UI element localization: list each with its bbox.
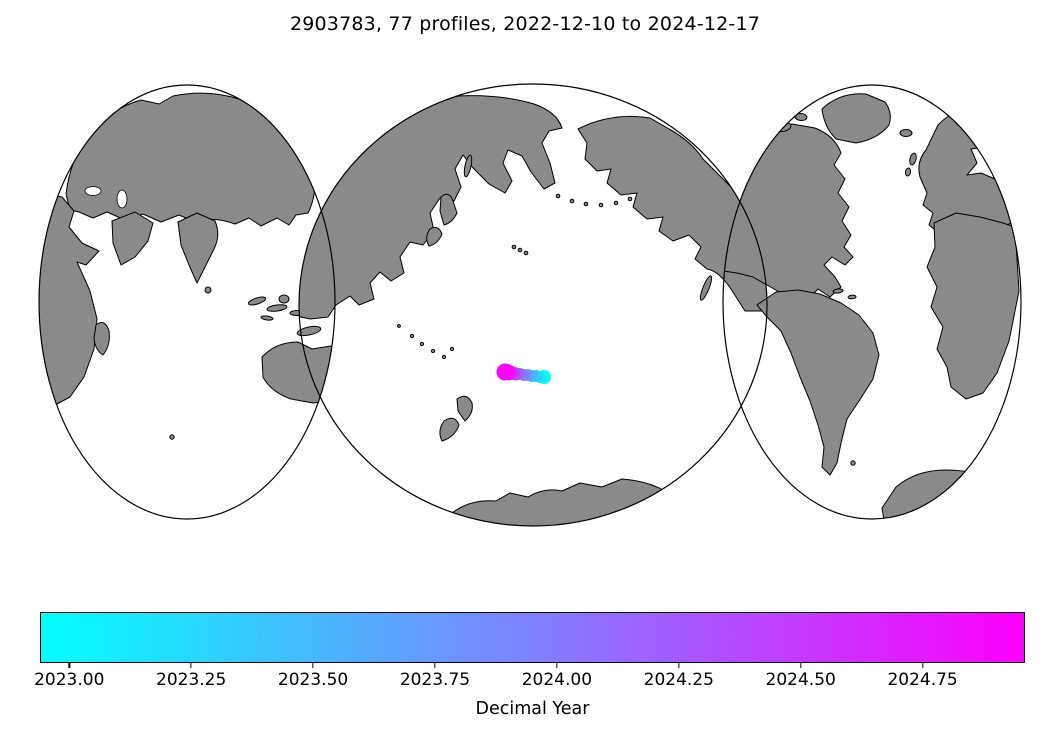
island-java [266,304,288,312]
island-hawaii [523,250,529,256]
colorbar-tick-label: 2024.75 [887,670,958,690]
landmass-india [177,212,219,284]
colorbar-tick-label: 2024.00 [521,670,593,690]
island-iceland [899,129,913,137]
island-ireland [904,167,912,177]
colorbar-tick [921,663,924,668]
colorbar-tick [556,663,558,668]
island-japan-south [426,226,443,247]
lake-caspian [116,189,128,209]
island-hawaii [517,247,523,253]
island-japan-north [439,193,458,226]
island-madagascar [93,322,110,356]
colorbar-tick-label: 2023.25 [156,670,227,690]
colorbar-tick-label: 2023.50 [277,670,349,690]
figure-title: 2903783, 77 profiles, 2022-12-10 to 2024… [289,13,761,35]
island-indonesia-small [260,315,274,321]
islands-hawaii [511,244,529,256]
islands-south-pacific [397,324,455,360]
island-aleutian [627,196,633,202]
landmass-south-america [756,289,880,476]
colorbar-tick [312,663,314,668]
islands-british [904,152,917,177]
colorbar-ticks [40,663,1025,669]
island-falkland [850,460,856,466]
island-great-britain [909,152,917,166]
island-new-zealand-north [456,395,473,422]
colorbar-tick-label: 2024.50 [765,670,836,690]
landmass-africa [926,212,1020,400]
trajectory-point [496,363,514,381]
colorbar-tick-label: 2023.00 [34,670,105,690]
island-sri-lanka [204,286,212,294]
islands-aleutian [555,193,633,208]
island-kerguelen [169,434,175,440]
island-pacific [430,348,436,354]
colorbar-tick [68,663,70,668]
islands-japan [426,193,458,247]
map-lobe-left-outline [38,84,336,520]
colorbar-gradient [41,613,1024,662]
colorbar-tick [678,663,680,668]
landmass-greenland [821,93,891,144]
island-borneo [278,294,290,304]
colorbar-axis-label: Decimal Year [475,699,590,719]
colorbar-tick [434,663,436,668]
island-pacific [409,333,415,339]
island-pacific [449,346,455,352]
colorbar-tick [800,663,802,668]
island-aleutian [555,193,561,199]
island-arctic [760,117,772,125]
island-aleutian [613,200,619,206]
colorbar-tick-labels: 2023.00 2023.25 2023.50 2023.75 2024.00 2024.… [34,670,1025,694]
landmass-east-africa [39,189,100,406]
trajectory-points [496,363,551,384]
islands-indonesia [247,294,305,321]
landmass-arabia [111,211,154,266]
island-aleutian [583,201,589,207]
landmass-eurasia [65,92,316,227]
island-sumatra [247,296,267,306]
island-hispaniola [847,294,857,300]
island-fiji [441,354,447,360]
colorbar [40,612,1025,663]
island-hawaii [511,244,517,250]
colorbar-tick [190,663,192,668]
peninsula-baja-california [699,275,713,301]
islands-new-zealand [439,395,473,442]
island-aleutian [569,198,575,204]
island-pacific [397,324,401,328]
island-new-guinea [296,325,322,337]
map-lobe-outlines [38,83,1022,527]
lake-black-sea [84,186,102,196]
map-lobe-middle-outline [298,83,768,527]
island-pacific [419,341,425,347]
island-aleutian [598,202,604,208]
island-new-zealand-south [439,417,460,442]
island-sakhalin [463,154,473,178]
map-lobe-right-outline [722,84,1022,520]
islands-caribbean [832,288,857,300]
colorbar-tick-label: 2024.25 [643,670,714,690]
colorbar-tick-label: 2023.75 [399,670,471,690]
island-cuba [832,288,844,294]
map-lobe-right-land [723,93,1020,519]
